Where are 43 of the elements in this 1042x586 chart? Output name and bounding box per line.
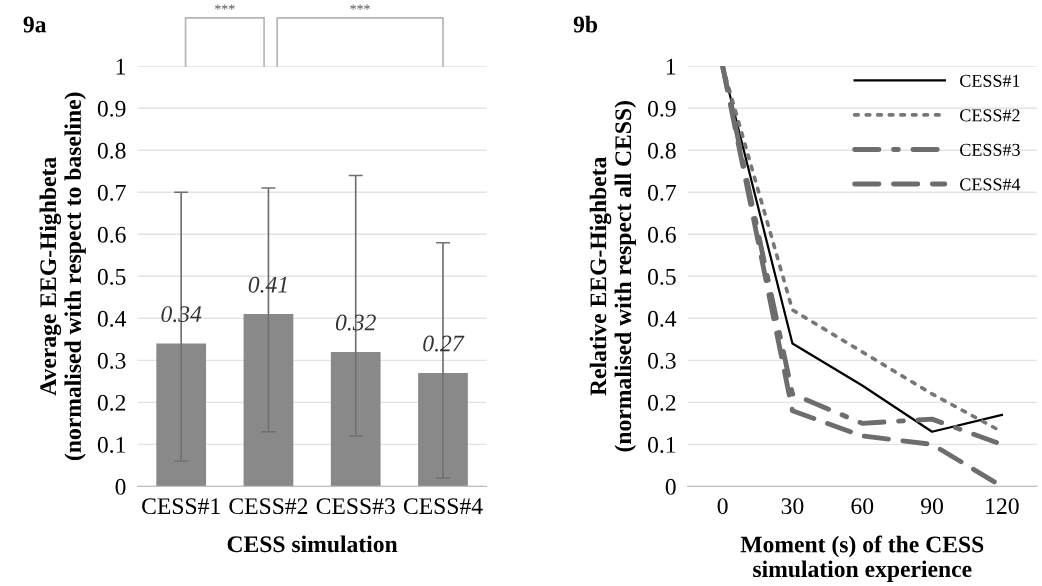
y-tick-label: 0.6 bbox=[97, 226, 126, 243]
y-tick-label: 0.8 bbox=[648, 142, 676, 159]
y-tick-label: 0.4 bbox=[97, 310, 127, 327]
x-tick-label: 60 bbox=[851, 498, 874, 515]
legend-label: CESS#2 bbox=[960, 109, 1020, 122]
y-axis-title: Average EEG-Highbeta (normalised with respect to baseline) bbox=[39, 92, 86, 460]
legend-label: CESS#4 bbox=[960, 178, 1021, 191]
text: *** bbox=[215, 4, 235, 10]
x-tick-label: 30 bbox=[781, 498, 804, 515]
y-tick-label: 0.7 bbox=[648, 184, 676, 201]
y-tick-label: 0.9 bbox=[648, 100, 676, 117]
y-tick-label: 0.3 bbox=[97, 352, 126, 369]
y-tick-label: 0 bbox=[665, 478, 676, 495]
chart-title: 9b bbox=[573, 15, 598, 33]
x-tick-label: 90 bbox=[921, 498, 943, 515]
y-tick-label: 1 bbox=[666, 58, 676, 75]
y-tick-label: 0.6 bbox=[648, 226, 676, 243]
y-tick-label: 0.1 bbox=[648, 436, 676, 453]
y-tick-label: 0 bbox=[115, 478, 126, 495]
x-tick-label: CESS#2 bbox=[229, 498, 308, 515]
y-tick-label: 0.1 bbox=[97, 436, 126, 453]
y-axis-title: Relative EEG-Highbeta (normalised with respect all CESS) bbox=[589, 101, 636, 452]
y-tick-label: 0.5 bbox=[648, 268, 676, 285]
x-tick-label: CESS#1 bbox=[142, 498, 220, 515]
y-tick-label: 0.3 bbox=[648, 352, 676, 369]
y-tick-label: 0.5 bbox=[97, 268, 126, 285]
text: *** bbox=[350, 4, 370, 10]
legend-label: CESS#3 bbox=[960, 143, 1020, 156]
x-tick-label: CESS#3 bbox=[316, 498, 395, 515]
y-tick-label: 0.7 bbox=[97, 184, 126, 201]
x-tick-label: 120 bbox=[986, 498, 1019, 515]
y-tick-label: 0.2 bbox=[648, 394, 676, 411]
x-axis-title: Moment (s) of the CESS simulation experience bbox=[740, 535, 984, 582]
legend-label: CESS#1 bbox=[960, 74, 1020, 87]
chart-title: 9a bbox=[23, 16, 47, 33]
y-tick-label: 1 bbox=[116, 58, 126, 75]
x-axis-title: CESS simulation bbox=[227, 535, 398, 553]
y-tick-label: 0.2 bbox=[97, 394, 126, 411]
y-tick-label: 0.8 bbox=[97, 142, 126, 159]
y-tick-label: 0.4 bbox=[648, 310, 677, 327]
x-tick-label: 0 bbox=[717, 498, 728, 515]
x-tick-label: CESS#4 bbox=[403, 498, 483, 515]
y-tick-label: 0.9 bbox=[97, 100, 126, 117]
